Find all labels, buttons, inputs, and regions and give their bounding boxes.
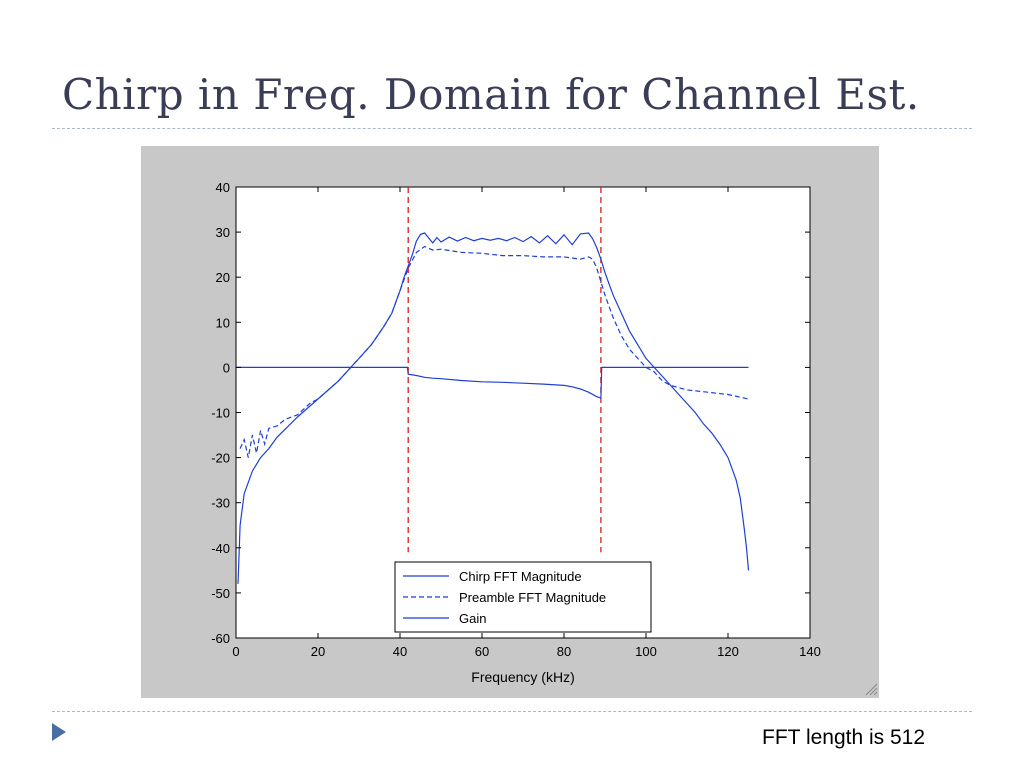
axis-ticks: 0 20 40 60 80 100 120 140403020100-10-20-30-40-… <box>211 180 821 659</box>
series-line-gain <box>236 366 749 399</box>
x-tick-label: 120 <box>717 644 739 659</box>
frequency-chart: 0 20 40 60 80 100 120 140403020100-10-20-30-40-… <box>211 180 821 685</box>
y-tick-label: 30 <box>216 225 230 240</box>
series-line-chirp-fft-magnitude <box>237 232 750 584</box>
legend-label-preamble: Preamble FFT Magnitude <box>459 590 606 605</box>
legend-label-chirp: Chirp FFT Magnitude <box>459 569 582 584</box>
footer-divider <box>52 711 972 712</box>
x-tick-label: 100 <box>635 644 657 659</box>
series-lines <box>236 232 750 584</box>
x-tick-label: 0 <box>232 644 239 659</box>
figure-window: 0 20 40 60 80 100 120 140 40 30 20 10 0 -10 -20 -30 -40-… <box>141 146 879 698</box>
title-divider <box>52 128 972 129</box>
x-axis-label: Frequency (kHz) <box>471 669 574 685</box>
x-tick-label: 20 <box>311 644 325 659</box>
x-tick-label: 80 <box>557 644 571 659</box>
resize-grip-icon[interactable] <box>864 682 878 696</box>
y-tick-label: 40 <box>216 180 230 195</box>
y-tick-label: -30 <box>211 496 230 511</box>
y-tick-label: -60 <box>211 631 230 646</box>
legend: Chirp FFT Magnitude Preamble FFT Magnitu… <box>394 561 652 633</box>
y-tick-label: -40 <box>211 541 230 556</box>
x-tick-label: 140 <box>799 644 821 659</box>
y-tick-label: -50 <box>211 586 230 601</box>
y-tick-label: 0 <box>223 360 230 375</box>
y-tick-label: -20 <box>211 451 230 466</box>
y-tick-label: -10 <box>211 406 230 421</box>
legend-label-gain: Gain <box>459 611 486 626</box>
bullet-triangle-icon <box>52 723 66 741</box>
footnote-text: FFT length is 512 <box>762 726 926 749</box>
y-tick-label: 10 <box>216 315 230 330</box>
x-tick-label: 40 <box>393 644 407 659</box>
x-tick-label: 60 <box>475 644 489 659</box>
y-tick-label: 20 <box>216 270 230 285</box>
slide-title: Chirp in Freq. Domain for Channel Est. <box>62 70 920 119</box>
